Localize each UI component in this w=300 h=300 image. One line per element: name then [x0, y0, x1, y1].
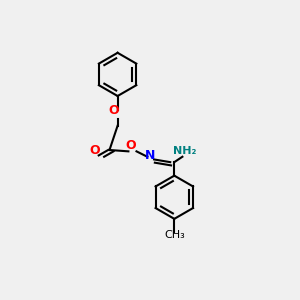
Text: O: O — [108, 103, 119, 116]
Text: O: O — [89, 144, 100, 157]
Text: N: N — [145, 149, 155, 162]
Text: CH₃: CH₃ — [164, 230, 185, 240]
Text: O: O — [126, 139, 136, 152]
Text: NH₂: NH₂ — [173, 146, 197, 156]
